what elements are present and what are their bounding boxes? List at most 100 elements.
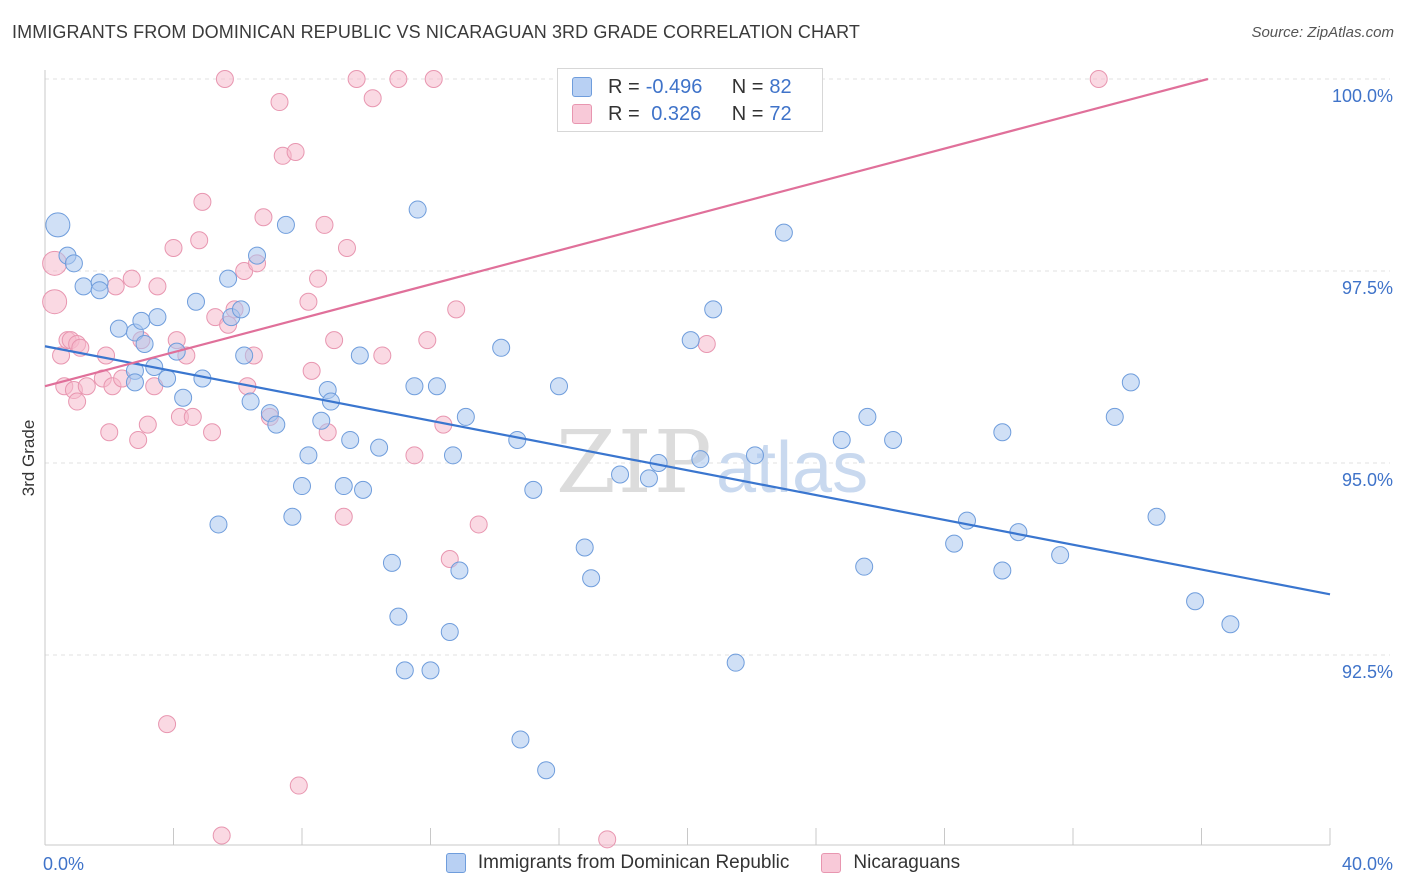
dominican-point [231, 300, 250, 319]
dominican-point [389, 607, 408, 626]
dominican-point [427, 377, 446, 396]
legend-row-pink: R = 0.326 N = 72 [572, 102, 792, 126]
legend-r-value: -0.496 [645, 75, 703, 98]
grid-lines [45, 78, 1390, 656]
dominican-point [575, 538, 594, 557]
nicaraguans-trend-line [44, 77, 1209, 388]
dominican-point [681, 331, 700, 350]
legend-r-label: R = [608, 102, 640, 125]
dominican-point [341, 430, 360, 449]
nicaraguans-point [254, 208, 273, 227]
dominican-point [64, 254, 83, 273]
nicaraguans-point [697, 334, 716, 353]
dominican-point [283, 507, 302, 526]
series-blue-points [45, 200, 1240, 780]
chart-title: IMMIGRANTS FROM DOMINICAN REPUBLIC VS NI… [12, 22, 861, 42]
series-legend-swatch-pink [821, 853, 842, 873]
dominican-point [508, 430, 527, 449]
x-tick-label-min: 0.0% [43, 854, 84, 874]
watermark: ZIP atlas [556, 413, 868, 513]
dominican-point [611, 465, 630, 484]
dominican-point [511, 730, 530, 749]
nicaraguans-point [315, 215, 334, 234]
dominican-point [405, 377, 424, 396]
nicaraguans-point [193, 192, 212, 211]
legend-row-blue: R = -0.496 N = 82 [572, 75, 792, 99]
nicaraguans-point [203, 423, 222, 442]
dominican-point [421, 661, 440, 680]
correlation-legend: R = -0.496 N = 82 R = 0.326 N = 72 [557, 68, 823, 132]
nicaraguans-point [440, 550, 459, 568]
series-legend-swatch-blue [445, 853, 466, 873]
dominican-point [395, 661, 414, 680]
dominican-point [148, 308, 167, 327]
y-tick-labels: 92.5% 95.0% 97.5% 100.0% [1332, 86, 1393, 682]
dominican-point [312, 411, 331, 430]
nicaraguans-point [389, 70, 408, 88]
nicaraguans-point [337, 238, 356, 257]
dominican-point [354, 480, 373, 499]
dominican-point [370, 438, 389, 457]
dominican-point [334, 477, 353, 496]
dominican-point [832, 430, 851, 449]
nicaraguans-point [469, 515, 488, 534]
dominican-point [408, 200, 427, 219]
dominican-trend-line [44, 345, 1331, 596]
nicaraguans-point [309, 269, 328, 288]
nicaraguans-point [598, 830, 617, 849]
dominican-point [550, 377, 568, 396]
nicaraguans-point [122, 269, 141, 288]
nicaraguans-point [148, 277, 167, 296]
dominican-point [993, 561, 1012, 580]
dominican-point [450, 561, 469, 580]
dominican-point [957, 511, 976, 530]
y-tick-label: 97.5% [1342, 278, 1393, 298]
dominican-point [74, 277, 93, 296]
nicaraguans-point [1089, 70, 1108, 88]
dominican-point [186, 292, 205, 311]
legend-n-label: N = [731, 75, 764, 98]
dominican-point [174, 388, 193, 407]
nicaraguans-point [418, 331, 437, 350]
dominican-point [248, 246, 267, 265]
nicaraguans-point [373, 346, 392, 365]
dominican-point [235, 346, 254, 365]
nicaraguans-point [77, 377, 96, 396]
nicaraguans-point [215, 70, 234, 88]
nicaraguans-point [100, 423, 119, 442]
dominican-point [350, 346, 369, 365]
dominican-point [726, 653, 745, 672]
nicaraguans-point [424, 70, 443, 88]
y-tick-label: 100.0% [1332, 86, 1393, 106]
nicaraguans-point [302, 361, 321, 380]
dominican-point [125, 373, 144, 392]
dominican-point [135, 334, 154, 353]
legend-r-value: 0.326 [645, 102, 702, 125]
source-label: Source: ZipAtlas.com [1251, 24, 1394, 41]
nicaraguans-point [212, 826, 231, 845]
nicaraguans-point [129, 430, 148, 449]
dominican-point [691, 450, 710, 469]
dominican-point [241, 392, 260, 411]
series-legend-label-blue: Immigrants from Dominican Republic [477, 852, 790, 873]
legend-r-label: R = [608, 75, 640, 98]
nicaraguans-point [447, 300, 466, 319]
dominican-point [1121, 373, 1140, 392]
nicaraguans-point [289, 776, 308, 795]
dominican-point [537, 761, 556, 780]
dominican-point [1186, 592, 1205, 611]
nicaraguans-point [68, 392, 87, 411]
nicaraguans-point [347, 70, 366, 88]
dominican-point [884, 430, 903, 449]
legend-n-label: N = [731, 102, 764, 125]
dominican-point [209, 515, 228, 534]
dominican-point [582, 569, 601, 588]
dominican-point [524, 480, 543, 499]
series-legend-item-pink: Nicaraguans [821, 852, 960, 874]
nicaraguans-point [325, 331, 344, 350]
dominican-point [109, 319, 128, 338]
dominican-point [1147, 507, 1166, 526]
x-tick-label-max: 40.0% [1342, 854, 1393, 874]
dominican-point [704, 300, 723, 319]
